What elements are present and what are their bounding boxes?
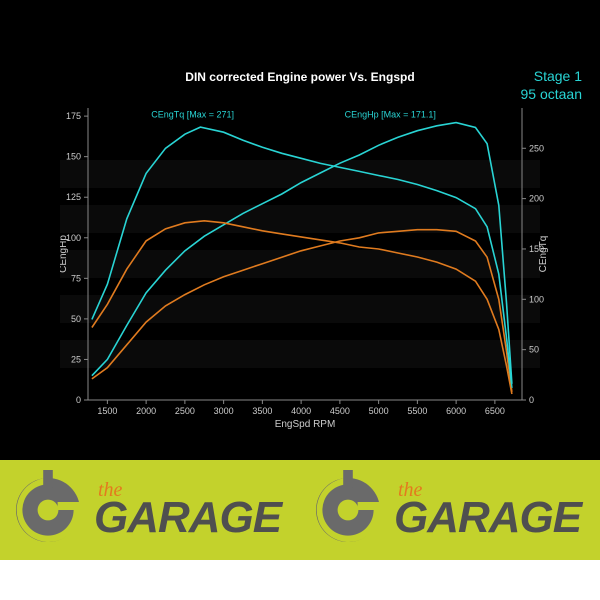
svg-text:0: 0 — [76, 395, 81, 405]
svg-text:150: 150 — [66, 152, 81, 162]
svg-text:125: 125 — [66, 192, 81, 202]
logo-bar: the GARAGE the GARAGE — [0, 460, 600, 560]
svg-text:6500: 6500 — [485, 406, 505, 416]
stage-label: Stage 1 95 octaan — [521, 68, 583, 103]
svg-text:200: 200 — [529, 194, 544, 204]
svg-text:3000: 3000 — [214, 406, 234, 416]
svg-text:CEngHp: CEngHp — [60, 235, 69, 273]
stage-line1: Stage 1 — [521, 68, 583, 86]
svg-text:175: 175 — [66, 111, 81, 121]
svg-text:4500: 4500 — [330, 406, 350, 416]
svg-text:250: 250 — [529, 143, 544, 153]
svg-text:5500: 5500 — [407, 406, 427, 416]
chart-title: DIN corrected Engine power Vs. Engspd — [0, 70, 600, 84]
svg-text:100: 100 — [529, 294, 544, 304]
svg-text:2500: 2500 — [175, 406, 195, 416]
svg-text:75: 75 — [71, 273, 81, 283]
chart-plot: 1500200025003000350040004500500055006000… — [60, 100, 550, 430]
svg-text:3500: 3500 — [252, 406, 272, 416]
wrench-g-icon — [308, 470, 388, 550]
logo-right: the GARAGE — [300, 460, 600, 560]
svg-text:6000: 6000 — [446, 406, 466, 416]
svg-text:25: 25 — [71, 354, 81, 364]
svg-text:0: 0 — [529, 395, 534, 405]
svg-text:EngSpd RPM: EngSpd RPM — [275, 419, 336, 430]
svg-text:5000: 5000 — [369, 406, 389, 416]
logo-left: the GARAGE — [0, 460, 300, 560]
svg-text:CEngTq: CEngTq — [538, 236, 549, 273]
svg-text:2000: 2000 — [136, 406, 156, 416]
wrench-g-icon — [8, 470, 88, 550]
svg-text:50: 50 — [71, 314, 81, 324]
svg-text:CEngHp [Max = 171.1]: CEngHp [Max = 171.1] — [345, 110, 436, 120]
bottom-padding — [0, 560, 600, 600]
svg-text:4000: 4000 — [291, 406, 311, 416]
svg-text:50: 50 — [529, 345, 539, 355]
logo-garage: GARAGE — [394, 499, 581, 538]
dyno-chart: DIN corrected Engine power Vs. Engspd St… — [0, 30, 600, 460]
svg-text:1500: 1500 — [97, 406, 117, 416]
logo-garage: GARAGE — [94, 499, 281, 538]
svg-text:CEngTq [Max = 271]: CEngTq [Max = 271] — [151, 110, 234, 120]
